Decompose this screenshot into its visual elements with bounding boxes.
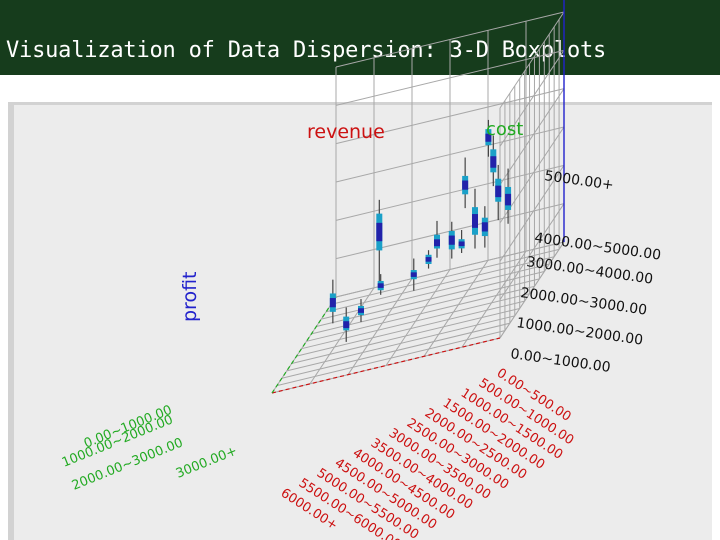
box-median-band: [434, 239, 440, 247]
grid-line: [499, 11, 565, 109]
boxplot-box: [485, 119, 492, 157]
grid-line: [335, 49, 565, 106]
grid-line: [335, 126, 565, 183]
cost-tick-label: 1000.00~2000.00: [515, 315, 644, 349]
box-median-band: [505, 193, 512, 206]
boxplot-box: [410, 258, 417, 291]
box-median-band: [485, 133, 492, 142]
box-median-band: [481, 222, 488, 232]
grid-line: [423, 260, 489, 357]
boxplot-box: [376, 199, 383, 283]
boxplot-box: [490, 135, 497, 187]
left-axis-line: [271, 296, 337, 394]
axis-layer: [271, 0, 565, 394]
box-median-band: [462, 180, 469, 190]
boxplot-box: [434, 220, 440, 258]
box-median-band: [495, 185, 502, 198]
box-median-band: [458, 241, 465, 247]
boxplot-box: [462, 157, 469, 209]
boxplot-box: [358, 299, 364, 323]
box-median-band: [425, 257, 432, 262]
boxplot-box: [448, 221, 455, 259]
box-median-band: [343, 321, 350, 329]
cost-tick-label: 0.00~1000.00: [509, 346, 611, 376]
grid-line: [461, 250, 527, 348]
grid-line: [499, 203, 565, 300]
boxplot-box: [343, 307, 350, 342]
grid-layer: [271, 11, 565, 394]
boxplot-box: [377, 274, 384, 295]
cost-axis-label: cost: [486, 119, 523, 140]
box-median-band: [490, 156, 497, 168]
boxplot-box: [425, 250, 432, 269]
box-median-band: [358, 308, 364, 313]
title-bar: Visualization of Data Dispersion: 3-D Bo…: [0, 0, 720, 75]
grid-line: [347, 278, 413, 375]
grid-line: [309, 287, 375, 385]
box-median-band: [329, 298, 336, 308]
box-median-band: [472, 214, 478, 228]
box-median-band: [448, 235, 455, 245]
grid-line: [499, 50, 565, 147]
slide-title: Visualization of Data Dispersion: 3-D Bo…: [6, 38, 607, 63]
profit-axis-label: profit: [179, 272, 201, 323]
grid-line: [499, 165, 565, 262]
grid-line: [499, 241, 565, 339]
grid-line: [335, 88, 565, 145]
grid-line: [385, 269, 451, 366]
grid-line: [499, 88, 565, 185]
plot-area: [14, 105, 712, 540]
boxplot-box: [495, 164, 502, 221]
grid-line: [335, 11, 565, 68]
box-median-band: [410, 272, 417, 277]
revenue-axis-label: revenue: [307, 121, 385, 143]
grid-line: [335, 164, 565, 221]
boxplot-box: [472, 188, 478, 249]
boxplot-box: [458, 229, 465, 253]
boxplot-box: [505, 168, 512, 224]
box-median-band: [377, 283, 384, 288]
cost-tick-label: 2000.00~3000.00: [519, 285, 648, 319]
tick-layer: 0.00~1000.001000.00~2000.002000.00~3000.…: [60, 168, 662, 540]
boxplot-box: [481, 206, 488, 248]
boxplot-box: [329, 279, 336, 324]
box-layer: [329, 119, 512, 342]
box-median-band: [376, 222, 383, 242]
